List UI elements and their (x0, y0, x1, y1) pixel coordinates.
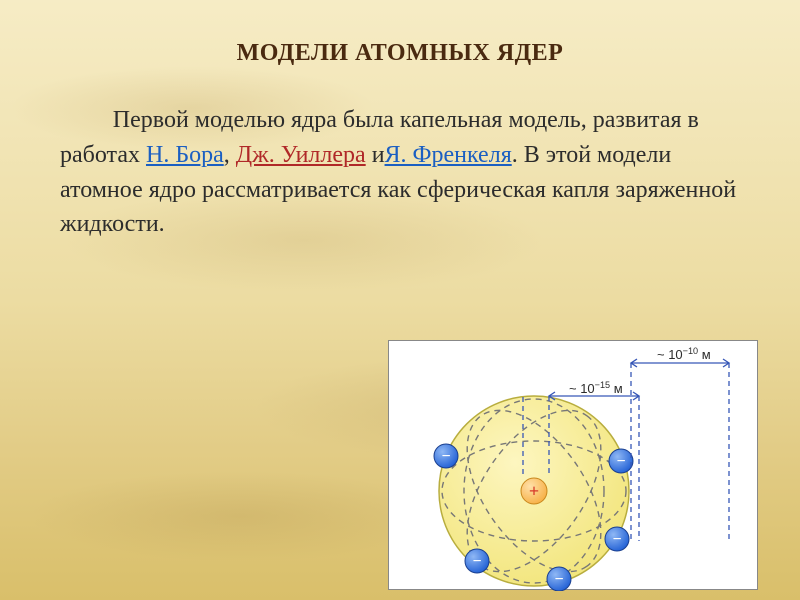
page-title: МОДЕЛИ АТОМНЫХ ЯДЕР (60, 40, 740, 67)
link-wheeler[interactable]: Дж. Уиллера (236, 142, 366, 168)
svg-text:−: − (441, 448, 450, 465)
atom-svg: + − − − − − ~ 10−10 м ~ 10−15 м (389, 341, 759, 591)
body-paragraph: Первой моделью ядра была капельная модел… (60, 103, 740, 242)
svg-text:−: − (612, 531, 621, 548)
link-bohr[interactable]: Н. Бора (146, 142, 224, 168)
link-frenkel[interactable]: Я. Френкеля (385, 142, 512, 168)
atom-diagram: + − − − − − ~ 10−10 м ~ 10−15 м (388, 340, 758, 590)
text-run: и (366, 142, 385, 168)
svg-text:−: − (472, 553, 481, 570)
text-run: , (224, 142, 236, 168)
slide-content: МОДЕЛИ АТОМНЫХ ЯДЕР Первой моделью ядра … (0, 0, 800, 272)
svg-text:−: − (616, 453, 625, 470)
svg-text:~ 10−10 м: ~ 10−10 м (657, 346, 711, 362)
svg-text:+: + (529, 481, 539, 501)
svg-text:−: − (554, 571, 563, 588)
svg-text:~ 10−15 м: ~ 10−15 м (569, 380, 623, 396)
